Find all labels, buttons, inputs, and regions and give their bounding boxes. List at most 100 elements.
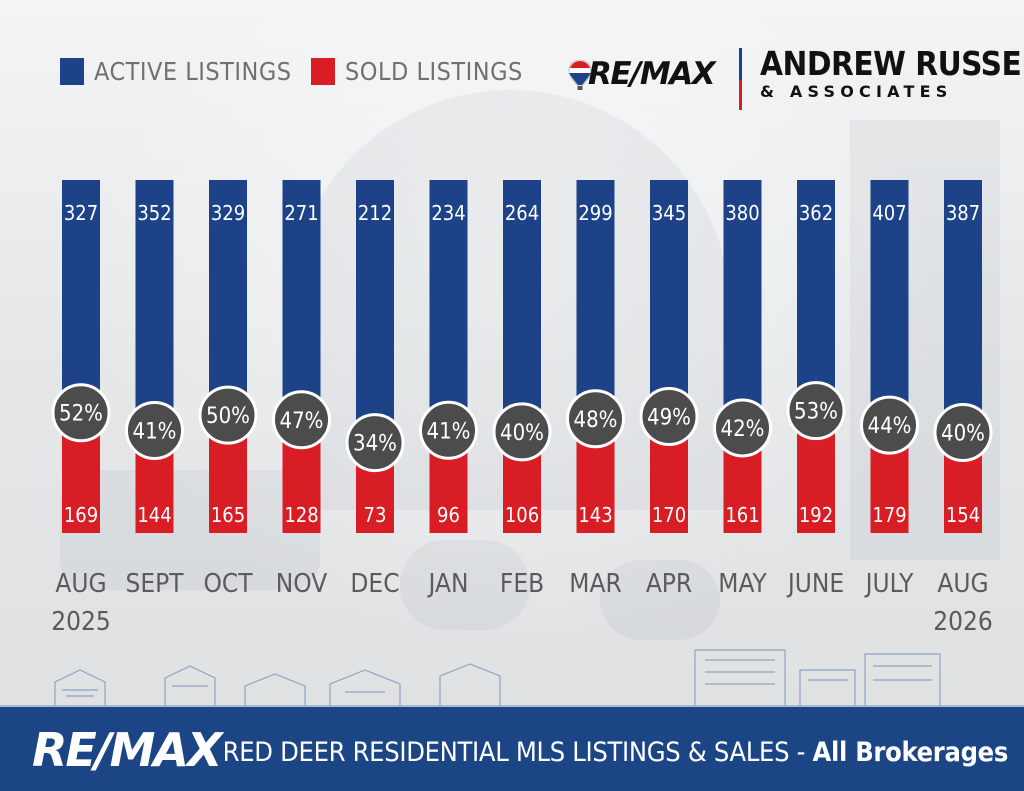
ratio-badge-3 bbox=[272, 390, 331, 450]
ratio-label-9: 42% bbox=[721, 417, 765, 442]
ratio-badge-4 bbox=[345, 413, 405, 473]
active-bar-8 bbox=[650, 180, 688, 417]
footer-bar: RE/MAX RED DEER RESIDENTIAL MLS LISTINGS… bbox=[0, 707, 1024, 791]
sold-value-label-10: 192 bbox=[799, 503, 833, 527]
listings-chart: 327 169 52% AUG 2025 352 144 41% SEPT 329 165 50% OC… bbox=[51, 180, 993, 637]
x-tick-label-5-0: JAN bbox=[427, 569, 469, 599]
x-tick-label-0-0: AUG bbox=[55, 569, 106, 599]
footer-title-sub: All Brokerages bbox=[812, 737, 1009, 768]
ratio-label-6: 40% bbox=[500, 421, 544, 446]
x-tick-label-4-0: DEC bbox=[350, 569, 399, 599]
active-value-label-12: 387 bbox=[946, 201, 980, 225]
ratio-badge-5 bbox=[419, 400, 478, 460]
x-tick-label-12-1: 2026 bbox=[933, 607, 993, 637]
active-bar-11 bbox=[870, 180, 909, 426]
ratio-badge-9 bbox=[713, 398, 772, 458]
ratio-label-10: 53% bbox=[794, 400, 838, 425]
legend-sold-label: SOLD LISTINGS bbox=[345, 56, 523, 86]
sold-value-label-2: 165 bbox=[211, 503, 245, 527]
ratio-label-8: 49% bbox=[647, 405, 691, 430]
ratio-badge-1 bbox=[125, 401, 184, 461]
ratio-label-2: 50% bbox=[206, 404, 250, 429]
active-value-label-3: 271 bbox=[284, 201, 318, 225]
active-value-label-11: 407 bbox=[872, 201, 906, 225]
active-value-label-9: 380 bbox=[725, 201, 759, 225]
active-bar-9 bbox=[723, 180, 762, 428]
active-value-label-10: 362 bbox=[799, 201, 833, 225]
x-tick-label-3-0: NOV bbox=[276, 569, 327, 599]
sold-value-label-6: 106 bbox=[505, 503, 539, 527]
sold-value-label-7: 143 bbox=[578, 503, 612, 527]
x-tick-label-8-0: APR bbox=[646, 569, 692, 599]
ratio-badge-7 bbox=[566, 389, 625, 449]
sold-value-label-8: 170 bbox=[652, 503, 686, 527]
active-bar-3 bbox=[282, 180, 321, 420]
andrew-russell-logo: ANDREW RUSSELL & ASSOCIATES bbox=[760, 44, 1024, 102]
ratio-badge-12 bbox=[933, 403, 993, 463]
town-skyline-illustration bbox=[0, 649, 1024, 707]
ratio-label-3: 47% bbox=[280, 409, 324, 434]
ratio-label-5: 41% bbox=[427, 419, 471, 444]
x-tick-label-1-0: SEPT bbox=[125, 569, 184, 599]
legend-sold: SOLD LISTINGS bbox=[311, 54, 523, 88]
legend-active-swatch bbox=[60, 57, 84, 85]
active-bar-0 bbox=[62, 180, 100, 413]
ratio-label-7: 48% bbox=[574, 408, 618, 433]
sold-value-label-12: 154 bbox=[946, 503, 980, 527]
legend-active: ACTIVE LISTINGS bbox=[60, 54, 292, 88]
active-bar-5 bbox=[429, 180, 468, 431]
active-value-label-1: 352 bbox=[137, 201, 171, 225]
sold-value-label-0: 169 bbox=[64, 503, 98, 527]
x-tick-label-12-0: AUG bbox=[937, 569, 988, 599]
active-bar-2 bbox=[209, 180, 247, 416]
active-value-label-4: 212 bbox=[358, 201, 392, 225]
ratio-label-1: 41% bbox=[133, 420, 177, 445]
active-bar-4 bbox=[356, 180, 394, 443]
ratio-label-0: 52% bbox=[59, 402, 103, 427]
active-value-label-8: 345 bbox=[652, 201, 686, 225]
ratio-label-12: 40% bbox=[941, 422, 985, 447]
remax-logo-footer: RE/MAX bbox=[32, 723, 222, 777]
legend-sold-swatch bbox=[311, 57, 335, 85]
ratio-label-4: 34% bbox=[353, 432, 397, 457]
ratio-badge-6 bbox=[492, 402, 552, 462]
x-tick-label-11-0: JULY bbox=[864, 569, 915, 599]
ratio-badge-10 bbox=[786, 381, 846, 441]
remax-logo-top: RE/MAX bbox=[566, 52, 720, 98]
legend-active-label: ACTIVE LISTINGS bbox=[94, 56, 292, 86]
ratio-badge-8 bbox=[639, 386, 699, 446]
agency-name: ANDREW RUSSELL bbox=[760, 44, 1024, 83]
x-tick-label-2-0: OCT bbox=[203, 569, 253, 599]
logo-divider bbox=[739, 48, 742, 110]
x-tick-label-6-0: FEB bbox=[500, 569, 544, 599]
ratio-badge-11 bbox=[860, 395, 919, 455]
active-value-label-2: 329 bbox=[211, 201, 245, 225]
sold-value-label-4: 73 bbox=[364, 503, 387, 527]
active-value-label-5: 234 bbox=[431, 201, 465, 225]
active-value-label-7: 299 bbox=[578, 201, 612, 225]
agency-sub: & ASSOCIATES bbox=[760, 82, 953, 101]
x-tick-label-9-0: MAY bbox=[718, 569, 767, 599]
sold-value-label-9: 161 bbox=[725, 503, 759, 527]
active-bar-7 bbox=[576, 180, 615, 419]
active-bar-1 bbox=[135, 180, 174, 431]
ratio-badge-2 bbox=[198, 385, 258, 445]
footer-title: RED DEER RESIDENTIAL MLS LISTINGS & SALE… bbox=[222, 737, 1009, 768]
sold-value-label-5: 96 bbox=[437, 503, 460, 527]
balloon-icon bbox=[568, 59, 592, 90]
sold-value-label-1: 144 bbox=[137, 503, 171, 527]
sold-value-label-11: 179 bbox=[872, 503, 906, 527]
x-tick-label-0-1: 2025 bbox=[51, 607, 111, 637]
sold-value-label-3: 128 bbox=[284, 503, 318, 527]
x-tick-label-7-0: MAR bbox=[569, 569, 621, 599]
active-bar-12 bbox=[944, 180, 982, 433]
ratio-label-11: 44% bbox=[868, 414, 912, 439]
remax-logo-top-text: RE/MAX bbox=[588, 56, 716, 92]
active-bar-10 bbox=[797, 180, 835, 411]
ratio-badge-0 bbox=[51, 383, 111, 443]
active-bar-6 bbox=[503, 180, 541, 432]
footer-title-main: RED DEER RESIDENTIAL MLS LISTINGS & SALE… bbox=[222, 737, 813, 768]
active-value-label-0: 327 bbox=[64, 201, 98, 225]
x-tick-label-10-0: JUNE bbox=[786, 569, 844, 599]
active-value-label-6: 264 bbox=[505, 201, 539, 225]
